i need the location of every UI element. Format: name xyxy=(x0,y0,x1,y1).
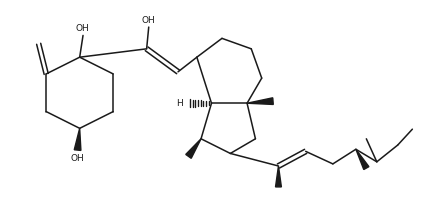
Polygon shape xyxy=(275,166,281,187)
Text: OH: OH xyxy=(141,16,155,25)
Polygon shape xyxy=(74,128,81,150)
Polygon shape xyxy=(247,98,273,104)
Polygon shape xyxy=(356,149,369,170)
Text: H: H xyxy=(176,99,183,108)
Text: OH: OH xyxy=(75,24,89,33)
Polygon shape xyxy=(186,139,201,158)
Text: OH: OH xyxy=(71,154,85,163)
